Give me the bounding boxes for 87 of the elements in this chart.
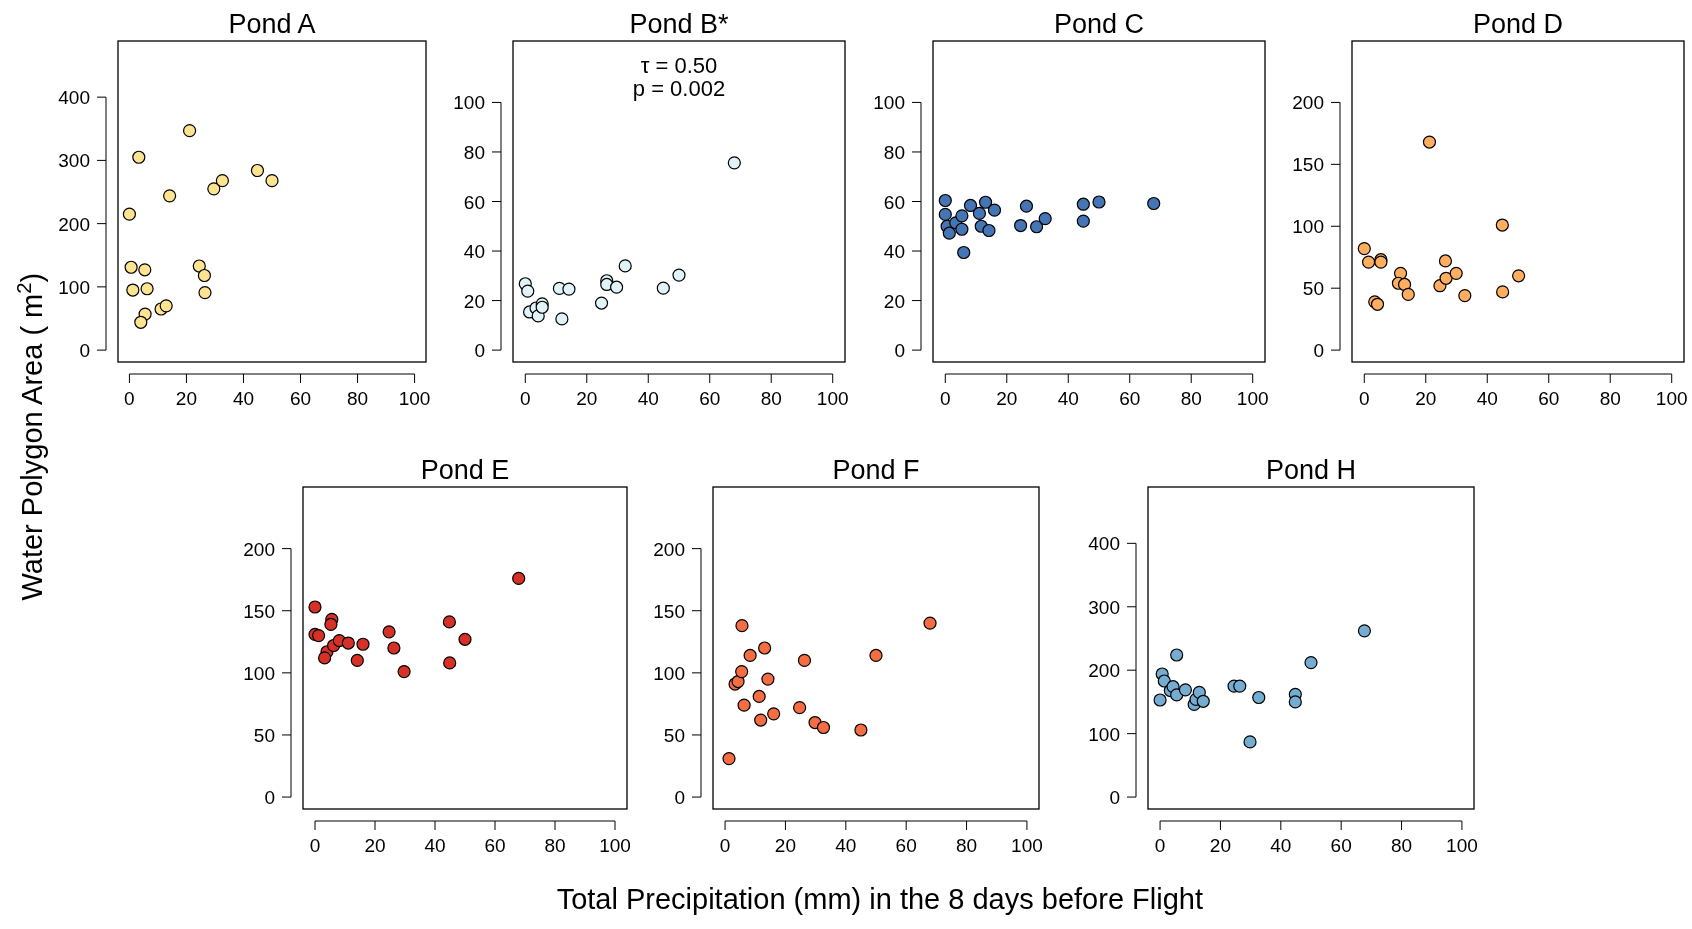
- y-tick-label: 0: [1313, 340, 1324, 362]
- chart-title: Pond C: [1053, 9, 1145, 39]
- x-tick-label: 40: [1270, 835, 1292, 856]
- x-tick-label: 100: [599, 835, 631, 856]
- x-axis-title: Total Precipitation (mm) in the 8 days before Flight: [556, 883, 1204, 915]
- x-tick-label: 0: [1154, 835, 1166, 856]
- chart-title: Pond F: [832, 455, 920, 485]
- x-tick-label: 100: [1236, 388, 1269, 409]
- x-tick-label: 40: [424, 835, 446, 856]
- x-tick-label: 20: [774, 835, 797, 856]
- x-tick-label: 0: [940, 388, 951, 409]
- chart-title: Pond H: [1265, 455, 1357, 485]
- x-tick-label: 80: [760, 388, 782, 409]
- y-tick-label: 400: [58, 87, 90, 109]
- x-tick-label: 0: [124, 388, 135, 409]
- x-tick-label: 60: [1119, 388, 1141, 409]
- chart-title: Pond D: [1472, 9, 1564, 39]
- x-tick-label: 20: [175, 388, 198, 409]
- x-tick-label: 100: [1446, 835, 1478, 856]
- x-tick-label: 0: [520, 388, 531, 409]
- x-tick-label: 100: [1655, 388, 1688, 409]
- x-tick-label: 40: [1476, 388, 1498, 409]
- y-tick-label: 150: [1292, 154, 1324, 176]
- x-tick-label: 100: [816, 388, 849, 409]
- y-tick-label: 50: [1302, 278, 1324, 300]
- x-tick-label: 80: [1180, 388, 1202, 409]
- x-tick-label: 40: [835, 835, 857, 856]
- y-tick-label: 100: [1292, 216, 1324, 238]
- y-tick-label: 50: [253, 724, 275, 746]
- x-tick-label: 20: [996, 388, 1018, 409]
- y-tick-label: 200: [1088, 660, 1120, 682]
- x-tick-label: 0: [309, 835, 321, 856]
- x-tick-label: 100: [1011, 835, 1043, 856]
- y-tick-label: 0: [1109, 787, 1120, 809]
- y-tick-label: 80: [883, 141, 905, 163]
- x-tick-label: 0: [1359, 388, 1370, 409]
- y-tick-label: 20: [883, 290, 905, 312]
- x-tick-label: 20: [1209, 835, 1232, 856]
- x-tick-label: 100: [398, 388, 431, 409]
- x-tick-label: 0: [719, 835, 731, 856]
- y-tick-label: 40: [463, 241, 485, 263]
- x-tick-label: 20: [364, 835, 386, 856]
- x-tick-label: 40: [637, 388, 659, 409]
- y-tick-label: 20: [463, 290, 485, 312]
- annotation: p = 0.002: [632, 76, 726, 101]
- x-tick-label: 20: [576, 388, 598, 409]
- y-tick-label: 100: [873, 92, 905, 114]
- x-tick-label: 80: [1390, 835, 1413, 856]
- y-tick-label: 80: [463, 141, 485, 163]
- y-tick-label: 40: [883, 241, 905, 263]
- y-tick-label: 100: [243, 662, 275, 684]
- x-tick-label: 40: [1057, 388, 1079, 409]
- y-tick-label: 100: [453, 92, 485, 114]
- x-tick-label: 60: [699, 388, 721, 409]
- x-tick-label: 60: [1538, 388, 1560, 409]
- x-tick-label: 80: [955, 835, 978, 856]
- chart-title: Pond B*: [629, 9, 730, 39]
- chart-title: Pond A: [228, 9, 316, 39]
- y-tick-label: 300: [1088, 596, 1120, 618]
- y-tick-label: 60: [883, 191, 905, 213]
- y-tick-label: 50: [663, 724, 685, 746]
- x-tick-label: 60: [484, 835, 506, 856]
- x-tick-label: 60: [1330, 835, 1352, 856]
- y-tick-label: 100: [58, 276, 90, 298]
- y-tick-label: 100: [653, 662, 685, 684]
- y-tick-label: 0: [674, 787, 685, 809]
- y-tick-label: 0: [264, 787, 275, 809]
- y-tick-label: 200: [243, 538, 275, 560]
- x-tick-label: 80: [544, 835, 566, 856]
- y-tick-label: 400: [1088, 533, 1120, 555]
- x-tick-label: 80: [346, 388, 369, 409]
- x-tick-label: 80: [1599, 388, 1621, 409]
- y-tick-label: 100: [1088, 723, 1120, 745]
- x-tick-label: 60: [289, 388, 312, 409]
- y-tick-label: 0: [79, 340, 90, 362]
- y-tick-label: 200: [58, 213, 90, 235]
- y-tick-label: 0: [474, 340, 485, 362]
- annotation: τ = 0.50: [640, 53, 718, 78]
- y-tick-label: 200: [1292, 92, 1324, 114]
- y-tick-label: 60: [463, 191, 485, 213]
- y-tick-label: 200: [653, 538, 685, 560]
- chart-title: Pond E: [420, 455, 510, 485]
- y-tick-label: 150: [653, 600, 685, 622]
- y-tick-label: 300: [58, 150, 90, 172]
- y-tick-label: 0: [894, 340, 905, 362]
- x-tick-label: 20: [1415, 388, 1437, 409]
- y-tick-label: 150: [243, 600, 275, 622]
